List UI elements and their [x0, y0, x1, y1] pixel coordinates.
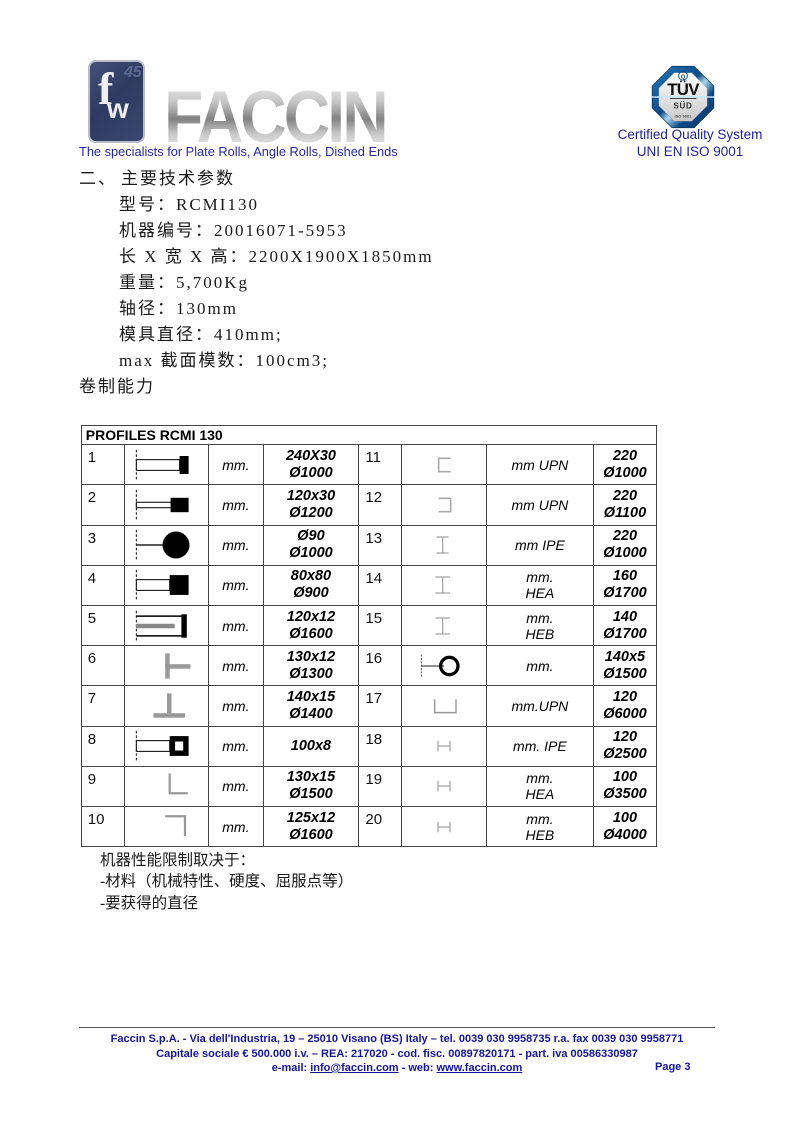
svg-text:ISO 9001: ISO 9001	[675, 114, 693, 119]
svg-text:SÜD: SÜD	[673, 102, 692, 111]
svg-text:TÜV: TÜV	[667, 80, 700, 99]
